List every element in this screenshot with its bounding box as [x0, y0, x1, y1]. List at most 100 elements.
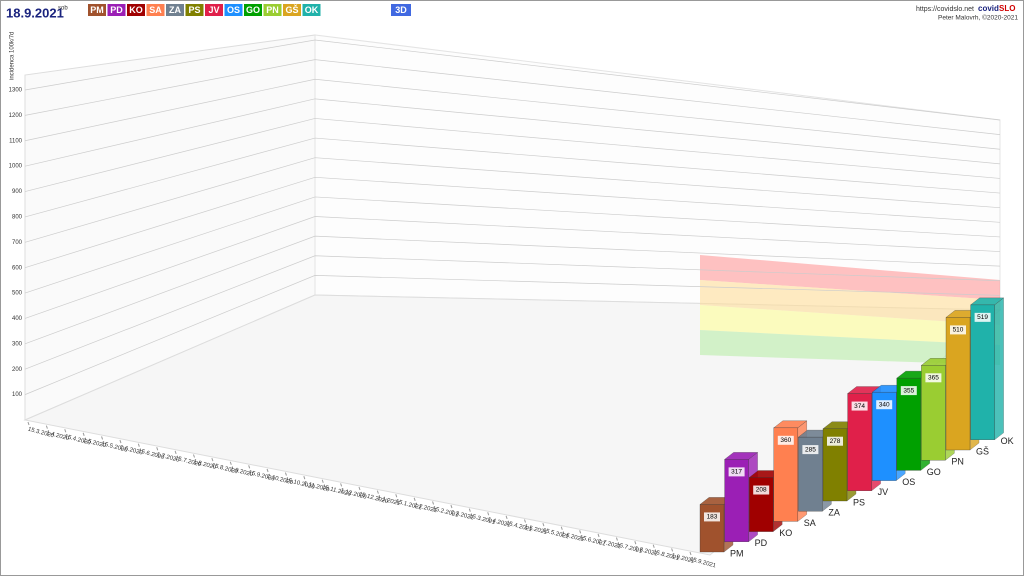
x-tick — [560, 526, 563, 530]
y-tick-label: 1100 — [9, 138, 23, 144]
y-tick-label: 1200 — [9, 113, 23, 119]
value-label: 519 — [977, 314, 988, 321]
date: 18.9.2021 — [6, 5, 64, 20]
value-label-bg — [900, 386, 917, 396]
y-tick-label: 300 — [12, 341, 23, 347]
x-tick — [229, 461, 232, 465]
x-tick — [156, 447, 159, 451]
x-tick — [487, 512, 490, 516]
x-tick — [413, 497, 416, 501]
region-button-label[interactable]: PD — [110, 5, 123, 15]
region-button[interactable] — [205, 4, 223, 16]
region-button[interactable] — [166, 4, 184, 16]
x-tick — [101, 436, 104, 440]
region-button[interactable] — [146, 4, 165, 16]
bar — [970, 304, 995, 440]
value-label-bg — [777, 435, 794, 445]
region-button-label[interactable]: JV — [208, 5, 219, 15]
view-button-label[interactable]: 3D — [395, 5, 407, 15]
region-button-label[interactable]: ZA — [169, 5, 181, 15]
grid-line — [24, 137, 1001, 218]
bar — [699, 504, 725, 553]
value-label: 340 — [879, 401, 890, 408]
y-tick-label: 1300 — [9, 88, 23, 94]
view-button[interactable] — [391, 4, 411, 16]
x-tick — [211, 457, 214, 462]
region-button[interactable] — [88, 4, 106, 16]
x-tick — [27, 421, 30, 426]
region-button[interactable] — [244, 4, 262, 16]
value-label: 183 — [707, 514, 718, 521]
grid-line — [24, 59, 1001, 135]
x-tick — [119, 439, 122, 444]
risk-band — [700, 255, 1000, 300]
category-label: KO — [779, 528, 792, 538]
y-axis-label: incidenca 100k/7d — [10, 32, 16, 80]
x-tick — [524, 519, 526, 523]
x-tick — [340, 483, 343, 487]
x-tick — [395, 494, 398, 498]
bar-side — [994, 297, 1004, 441]
value-label: 374 — [854, 403, 865, 410]
value-label-bg — [876, 400, 893, 410]
x-tick — [248, 465, 251, 469]
y-tick-label: 700 — [12, 240, 23, 246]
value-label-bg — [704, 512, 720, 522]
x-tick — [64, 429, 67, 433]
region-button-label[interactable]: PS — [188, 5, 200, 15]
grid-line — [24, 176, 1001, 269]
region-button[interactable] — [283, 4, 301, 16]
value-label: 285 — [805, 446, 816, 453]
author: Peter Malovrh, ©2020-2021 — [938, 14, 1018, 22]
value-label-bg — [974, 312, 991, 322]
y-tick-label: 900 — [12, 189, 23, 195]
region-button-label[interactable]: PN — [266, 5, 279, 15]
grid-line — [24, 196, 1001, 294]
risk-band — [700, 280, 1000, 325]
region-button[interactable] — [127, 4, 145, 16]
region-button-label[interactable]: PM — [90, 5, 104, 15]
grid-line — [24, 118, 1001, 192]
x-tick — [376, 490, 379, 494]
value-label: 510 — [953, 327, 964, 334]
x-tick — [137, 443, 140, 447]
region-button[interactable] — [302, 4, 321, 16]
x-tick — [689, 551, 692, 556]
x-tick — [321, 479, 324, 483]
region-button-label[interactable]: KO — [129, 5, 143, 15]
weekday: sob — [58, 6, 68, 12]
category-label: OK — [1001, 436, 1014, 446]
region-button[interactable] — [263, 4, 282, 16]
category-label: PS — [853, 497, 865, 507]
category-label: PN — [951, 457, 964, 467]
x-tick — [303, 476, 306, 480]
x-tick — [634, 541, 637, 545]
y-tick-label: 800 — [12, 215, 23, 221]
bar-top — [773, 420, 808, 428]
y-tick-label: 100 — [12, 392, 23, 398]
region-button-label[interactable]: OK — [305, 5, 319, 15]
region-button[interactable] — [224, 4, 243, 16]
region-button-label[interactable]: GŠ — [285, 4, 298, 15]
value-label-bg — [802, 445, 819, 455]
bar-top — [724, 452, 759, 460]
category-label: ZA — [828, 508, 840, 518]
risk-band — [700, 330, 1000, 365]
region-button-label[interactable]: OS — [227, 5, 240, 15]
y-tick-label: 200 — [12, 367, 23, 373]
category-label: GO — [927, 467, 941, 477]
region-button-label[interactable]: GO — [246, 5, 260, 15]
x-tick — [266, 468, 269, 473]
category-label: PD — [755, 538, 768, 548]
region-button[interactable] — [107, 4, 126, 16]
grid-line — [24, 98, 1001, 167]
url: https://covidslo.net — [916, 6, 974, 13]
x-tick — [671, 548, 674, 552]
category-label: SA — [804, 518, 816, 528]
y-tick-label: 1000 — [9, 164, 23, 170]
region-button[interactable] — [185, 4, 204, 16]
region-button-label[interactable]: SA — [149, 5, 162, 15]
x-tick — [542, 522, 545, 527]
x-tick — [358, 486, 361, 491]
value-label-bg — [827, 436, 843, 446]
